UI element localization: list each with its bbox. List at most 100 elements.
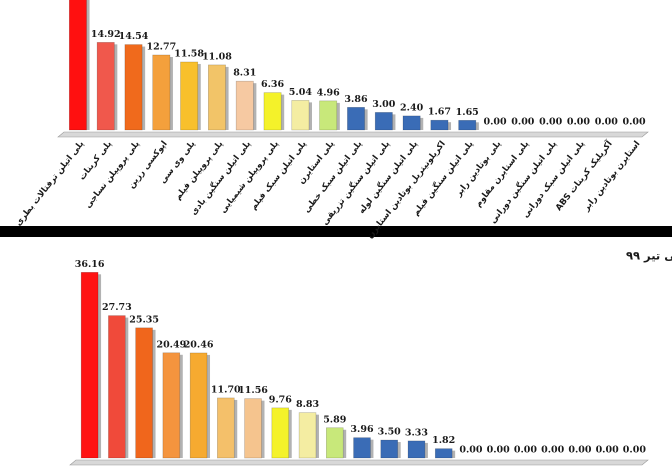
bar	[347, 107, 365, 131]
bar	[380, 439, 398, 459]
value-label: 11.08	[202, 51, 232, 62]
bar	[326, 427, 344, 459]
value-label: 0.00	[539, 117, 563, 128]
bar	[244, 398, 262, 459]
floor	[57, 131, 649, 138]
bar-side	[197, 63, 201, 130]
bar-side	[142, 46, 146, 130]
value-label: 3.33	[405, 427, 428, 438]
value-label: 4.96	[317, 87, 341, 98]
bar	[458, 120, 477, 131]
bar	[208, 64, 226, 131]
value-label: 0.00	[459, 445, 483, 456]
value-label: 9.76	[269, 394, 293, 405]
bar-side	[397, 442, 401, 458]
bar	[271, 407, 290, 459]
bar-side	[114, 44, 118, 130]
bar-side	[452, 450, 456, 458]
value-label: 0.00	[511, 117, 535, 128]
bar-side	[152, 329, 156, 458]
value-label: 0.00	[595, 117, 619, 128]
bar	[96, 42, 115, 131]
value-label: 1.65	[456, 107, 479, 118]
value-label: 14.92	[91, 29, 121, 40]
bar	[135, 327, 153, 459]
divider-band	[0, 226, 672, 237]
value-label: 1.82	[432, 435, 455, 446]
bar-side	[392, 114, 396, 130]
bar	[189, 352, 208, 459]
bar	[217, 397, 235, 459]
bar-side	[86, 0, 90, 130]
value-label: 27.73	[102, 302, 132, 313]
bar	[298, 412, 317, 459]
value-label: 0.00	[514, 445, 538, 456]
value-label: 0.00	[541, 445, 565, 456]
value-label: 11.56	[238, 385, 268, 396]
bar-side	[234, 399, 238, 458]
value-label: 11.70	[211, 384, 241, 395]
value-label: 5.89	[323, 414, 347, 425]
value-label: 5.04	[289, 87, 313, 98]
bar	[430, 119, 449, 131]
value-label: 3.00	[372, 99, 396, 110]
value-label: 36.16	[75, 259, 105, 270]
bar-side	[309, 102, 313, 130]
value-label: 0.00	[487, 445, 511, 456]
bar-side	[475, 122, 479, 130]
value-label: 0.00	[567, 117, 591, 128]
bar	[152, 54, 171, 131]
value-label: 0.00	[483, 117, 507, 128]
value-label: 3.86	[344, 94, 368, 105]
value-label: 0.00	[568, 445, 592, 456]
bar	[108, 315, 126, 459]
bar	[263, 92, 282, 131]
chart-title: درصد کلی میانگین رقابت گروه های کالایی پ…	[626, 249, 672, 264]
bar-side	[364, 109, 368, 130]
bar-side	[169, 56, 173, 130]
bar-side	[288, 409, 292, 458]
bar-side	[179, 354, 183, 458]
bar-side	[343, 429, 347, 458]
bar	[68, 0, 87, 131]
value-label: 0.00	[623, 445, 647, 456]
value-label: 0.00	[596, 445, 620, 456]
bar-side	[261, 400, 265, 458]
bar	[374, 112, 393, 131]
bar	[353, 437, 371, 459]
bar-side	[253, 83, 257, 130]
bar	[162, 352, 181, 459]
bar	[291, 100, 310, 131]
bar-side	[424, 442, 428, 458]
bar	[180, 61, 199, 131]
bar	[434, 448, 453, 459]
bar	[319, 100, 338, 131]
value-label: 2.40	[400, 102, 424, 113]
bar-side	[315, 414, 319, 458]
value-label: 3.96	[350, 424, 374, 435]
bar-side	[336, 102, 340, 130]
bar	[407, 440, 426, 459]
bar-side	[125, 317, 129, 458]
bar	[235, 80, 254, 131]
bar-side	[370, 439, 374, 458]
bar	[402, 115, 421, 131]
value-label: 1.67	[428, 107, 451, 118]
value-label: 25.35	[129, 314, 159, 325]
value-label: 3.50	[378, 427, 402, 438]
bar-side	[207, 354, 211, 458]
bar	[80, 272, 99, 459]
bar-side	[448, 122, 452, 130]
floor	[69, 459, 649, 466]
bar	[124, 44, 143, 131]
value-label: 12.77	[146, 41, 176, 52]
bar-side	[98, 274, 102, 458]
value-label: 8.83	[296, 399, 319, 410]
value-label: 20.49	[156, 339, 186, 350]
value-label: 14.54	[119, 31, 149, 42]
bar-side	[225, 66, 229, 130]
value-label: 8.31	[233, 68, 256, 79]
bar-side	[281, 94, 285, 130]
value-label: 11.58	[174, 48, 204, 59]
